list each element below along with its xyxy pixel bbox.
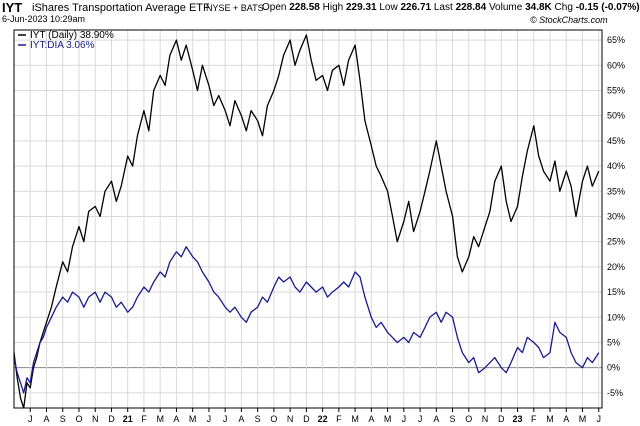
x-tick-label: J — [418, 414, 423, 424]
x-tick-label: A — [238, 414, 244, 424]
high-value: 229.31 — [345, 2, 377, 13]
x-tick-label: N — [92, 414, 99, 424]
y-tick-label: 60% — [607, 60, 625, 70]
series-lines — [13, 34, 600, 409]
x-tick-label: A — [43, 414, 49, 424]
x-tick-label: M — [156, 414, 164, 424]
ticker-symbol: IYT — [2, 0, 23, 15]
plot-frame — [13, 29, 603, 409]
x-tick-label: S — [255, 414, 261, 424]
x-tick-label: N — [482, 414, 489, 424]
y-tick-label: 45% — [607, 136, 625, 146]
x-tick-label: S — [60, 414, 66, 424]
y-tick-label: 65% — [607, 35, 625, 45]
x-tick-label: A — [433, 414, 439, 424]
last-label: Last — [433, 2, 453, 13]
x-tick-label: A — [563, 414, 569, 424]
y-tick-label: 0% — [607, 363, 620, 373]
chg-label: Chg — [554, 2, 573, 13]
last-value: 228.84 — [455, 2, 487, 13]
x-tick-label: 21 — [123, 414, 133, 424]
x-tick-label: F — [531, 414, 537, 424]
y-tick-label: 40% — [607, 161, 625, 171]
y-tick-label: 35% — [607, 186, 625, 196]
x-tick-label: M — [546, 414, 554, 424]
y-tick-label: 50% — [607, 111, 625, 121]
x-tick-label: M — [579, 414, 587, 424]
x-tick-label: O — [465, 414, 472, 424]
low-value: 226.71 — [400, 2, 432, 13]
y-tick-label: 25% — [607, 237, 625, 247]
x-tick-label: F — [336, 414, 342, 424]
security-name: iShares Transportation Average ETF — [32, 2, 210, 14]
x-tick-label: F — [141, 414, 147, 424]
y-tick-label: 5% — [607, 337, 620, 347]
volume-label: Volume — [488, 2, 523, 13]
x-tick-label: J — [223, 414, 228, 424]
low-label: Low — [379, 2, 398, 13]
x-tick-label: M — [189, 414, 197, 424]
series-line-iyt — [13, 34, 600, 409]
chart-header: IYT iShares Transportation Average ETF N… — [0, 0, 640, 26]
volume-value: 34.8K — [525, 2, 552, 13]
y-tick-label: 20% — [607, 262, 625, 272]
x-tick-label: J — [28, 414, 33, 424]
line-chart: J A S O N D 21 F M A M J J A S O N D 22 F M A M J J A S O N D 23 F M A M J … — [13, 29, 625, 424]
x-tick-label: D — [498, 414, 505, 424]
series-line-iyt-dia — [13, 246, 600, 394]
high-label: High — [322, 2, 344, 13]
x-tick-label: O — [270, 414, 277, 424]
x-tick-label: 23 — [513, 414, 523, 424]
x-tick-label: A — [173, 414, 179, 424]
x-tick-label: S — [450, 414, 456, 424]
exchange-label: NYSE + BATS — [206, 3, 264, 13]
y-tick-label: 55% — [607, 85, 625, 95]
copyright: © StockCharts.com — [530, 15, 608, 25]
chg-value: -0.15 (-0.07%) — [575, 2, 640, 13]
x-tick-label: D — [108, 414, 115, 424]
x-tick-label: O — [75, 414, 82, 424]
timestamp: 6-Jun-2023 10:29am — [2, 14, 86, 24]
x-tick-label: J — [597, 414, 602, 424]
x-tick-label: D — [303, 414, 310, 424]
legend-iyt-dia: IYT:DIA 3.06% — [30, 40, 95, 51]
legend-iyt: IYT (Daily) 38.90% — [30, 30, 114, 41]
y-tick-label: 15% — [607, 287, 625, 297]
x-tick-label: 22 — [318, 414, 328, 424]
x-tick-label: A — [368, 414, 374, 424]
y-tick-label: -5% — [607, 388, 623, 398]
x-tick-label: M — [351, 414, 359, 424]
y-tick-label: 30% — [607, 211, 625, 221]
grid — [14, 30, 602, 408]
y-tick-label: 10% — [607, 312, 625, 322]
open-value: 228.58 — [289, 2, 320, 13]
quote-strip: Open 228.58 High 229.31 Low 226.71 Last … — [262, 2, 640, 13]
x-axis: J A S O N D 21 F M A M J J A S O N D 22 F M A M J J A S O N D 23 F M A M J — [28, 408, 601, 424]
y-axis: -5% 0% 5% 10% 15% 20% 25% 30% 35% 40% 45% 50% 55% 60%… — [607, 35, 625, 398]
open-label: Open — [262, 2, 287, 13]
x-tick-label: M — [384, 414, 392, 424]
legend: IYT (Daily) 38.90% IYT:DIA 3.06% — [18, 30, 114, 51]
x-tick-label: J — [402, 414, 407, 424]
x-tick-label: N — [287, 414, 294, 424]
x-tick-label: J — [207, 414, 212, 424]
